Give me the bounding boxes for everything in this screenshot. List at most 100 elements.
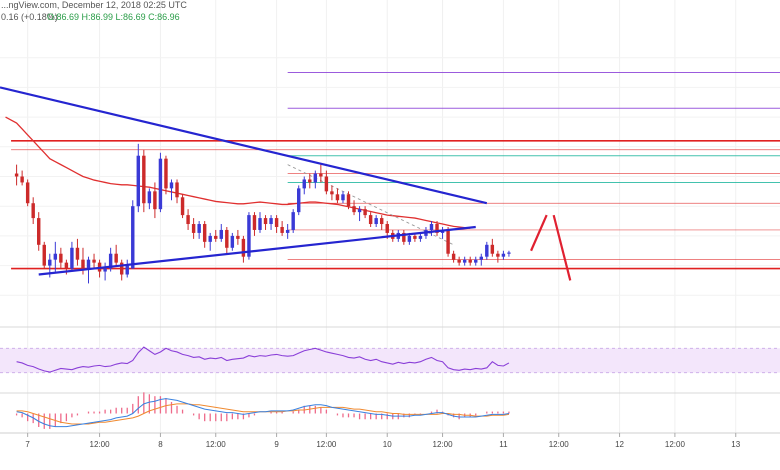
candle-body <box>341 194 345 201</box>
candle-body <box>418 235 423 239</box>
candle-body <box>474 259 478 263</box>
candle <box>114 244 118 266</box>
candle <box>31 197 35 225</box>
candle-body <box>225 229 229 248</box>
macd-line <box>16 398 510 428</box>
time-axis-label: 12:00 <box>433 440 454 449</box>
candle <box>474 256 478 266</box>
candle-body <box>48 259 52 266</box>
candle <box>379 215 384 230</box>
candle <box>451 250 456 263</box>
candle-body <box>108 253 113 269</box>
candle-body <box>462 259 467 263</box>
candle <box>319 164 323 183</box>
candle-body <box>59 253 63 263</box>
candle-body <box>236 235 240 239</box>
time-axis-label: 7 <box>25 440 30 449</box>
header-ohlc: O:86.69 H:86.99 L:86.69 C:86.96 <box>47 12 180 22</box>
candle <box>70 241 74 272</box>
candle <box>142 149 146 213</box>
candle-body <box>219 229 223 239</box>
candle <box>446 226 450 257</box>
candle-body <box>191 224 196 233</box>
candle <box>258 212 262 233</box>
candle <box>324 170 329 195</box>
candle-body <box>302 179 306 189</box>
time-axis-label: 12 <box>615 440 624 449</box>
candle-body <box>308 179 312 183</box>
candle-body <box>385 224 389 233</box>
candle-body <box>324 176 329 192</box>
candle-body <box>280 226 284 233</box>
candle <box>59 247 63 269</box>
candle-body <box>37 218 41 245</box>
candle <box>429 221 434 236</box>
candle <box>440 226 445 239</box>
candle-body <box>297 188 301 213</box>
candle-body <box>413 235 417 239</box>
candle-body <box>379 218 384 225</box>
candle <box>186 209 190 230</box>
candle-body <box>346 194 351 207</box>
time-axis-label: 12:00 <box>90 440 111 449</box>
header-source: ...ngView.com, December 12, 2018 02:25 U… <box>1 0 187 10</box>
time-axis: 7 12:00 8 12:00 9 12:00 10 12:00 11 12:00 12 12:00 1… <box>25 433 741 449</box>
candle <box>175 179 179 204</box>
candle <box>37 212 41 251</box>
candle-body <box>274 218 279 227</box>
candle-body <box>208 235 212 242</box>
candle-body <box>14 173 19 177</box>
candle <box>20 170 24 186</box>
candle <box>507 250 511 257</box>
candle-body <box>252 215 257 230</box>
candle <box>280 221 284 236</box>
candle <box>468 256 472 266</box>
fib-levels <box>287 72 780 183</box>
time-axis-label: 13 <box>731 440 740 449</box>
header: ...ngView.com, December 12, 2018 02:25 U… <box>1 0 187 22</box>
lower-trendline <box>38 225 476 276</box>
candle-body <box>319 173 323 177</box>
time-axis-label: 12:00 <box>206 440 227 449</box>
candle-body <box>42 244 46 266</box>
time-axis-label: 8 <box>158 440 163 449</box>
candle-body <box>180 197 185 216</box>
candle-body <box>175 182 179 198</box>
candle <box>313 170 318 189</box>
candle-body <box>92 259 96 263</box>
candle-body <box>335 194 340 201</box>
candle <box>308 173 312 189</box>
candle-body <box>119 262 124 275</box>
projection-path <box>530 214 572 281</box>
candle <box>285 224 290 239</box>
candles <box>14 143 511 284</box>
candle-body <box>496 253 500 257</box>
candle <box>368 212 373 227</box>
candle-body <box>363 209 367 216</box>
candle <box>352 200 356 216</box>
candle <box>158 152 163 213</box>
rsi-band <box>0 348 780 373</box>
rsi-panel <box>0 346 780 374</box>
candle-body <box>147 191 152 204</box>
candle <box>479 253 483 266</box>
price-panel <box>0 0 780 433</box>
candle-body <box>153 191 157 210</box>
candle-body <box>435 224 439 233</box>
candle <box>435 221 439 236</box>
candle-body <box>468 259 472 263</box>
candle <box>457 256 461 266</box>
candle-body <box>103 268 107 272</box>
candle-body <box>186 215 190 225</box>
candle-body <box>197 224 201 233</box>
candle-body <box>269 218 273 225</box>
time-axis-label: 10 <box>383 440 392 449</box>
candle <box>230 232 235 251</box>
candle-body <box>230 235 235 248</box>
candle-body <box>241 238 246 257</box>
candle-body <box>142 155 146 204</box>
candle-body <box>402 232 406 242</box>
candle <box>501 250 506 260</box>
candle-body <box>285 229 290 233</box>
